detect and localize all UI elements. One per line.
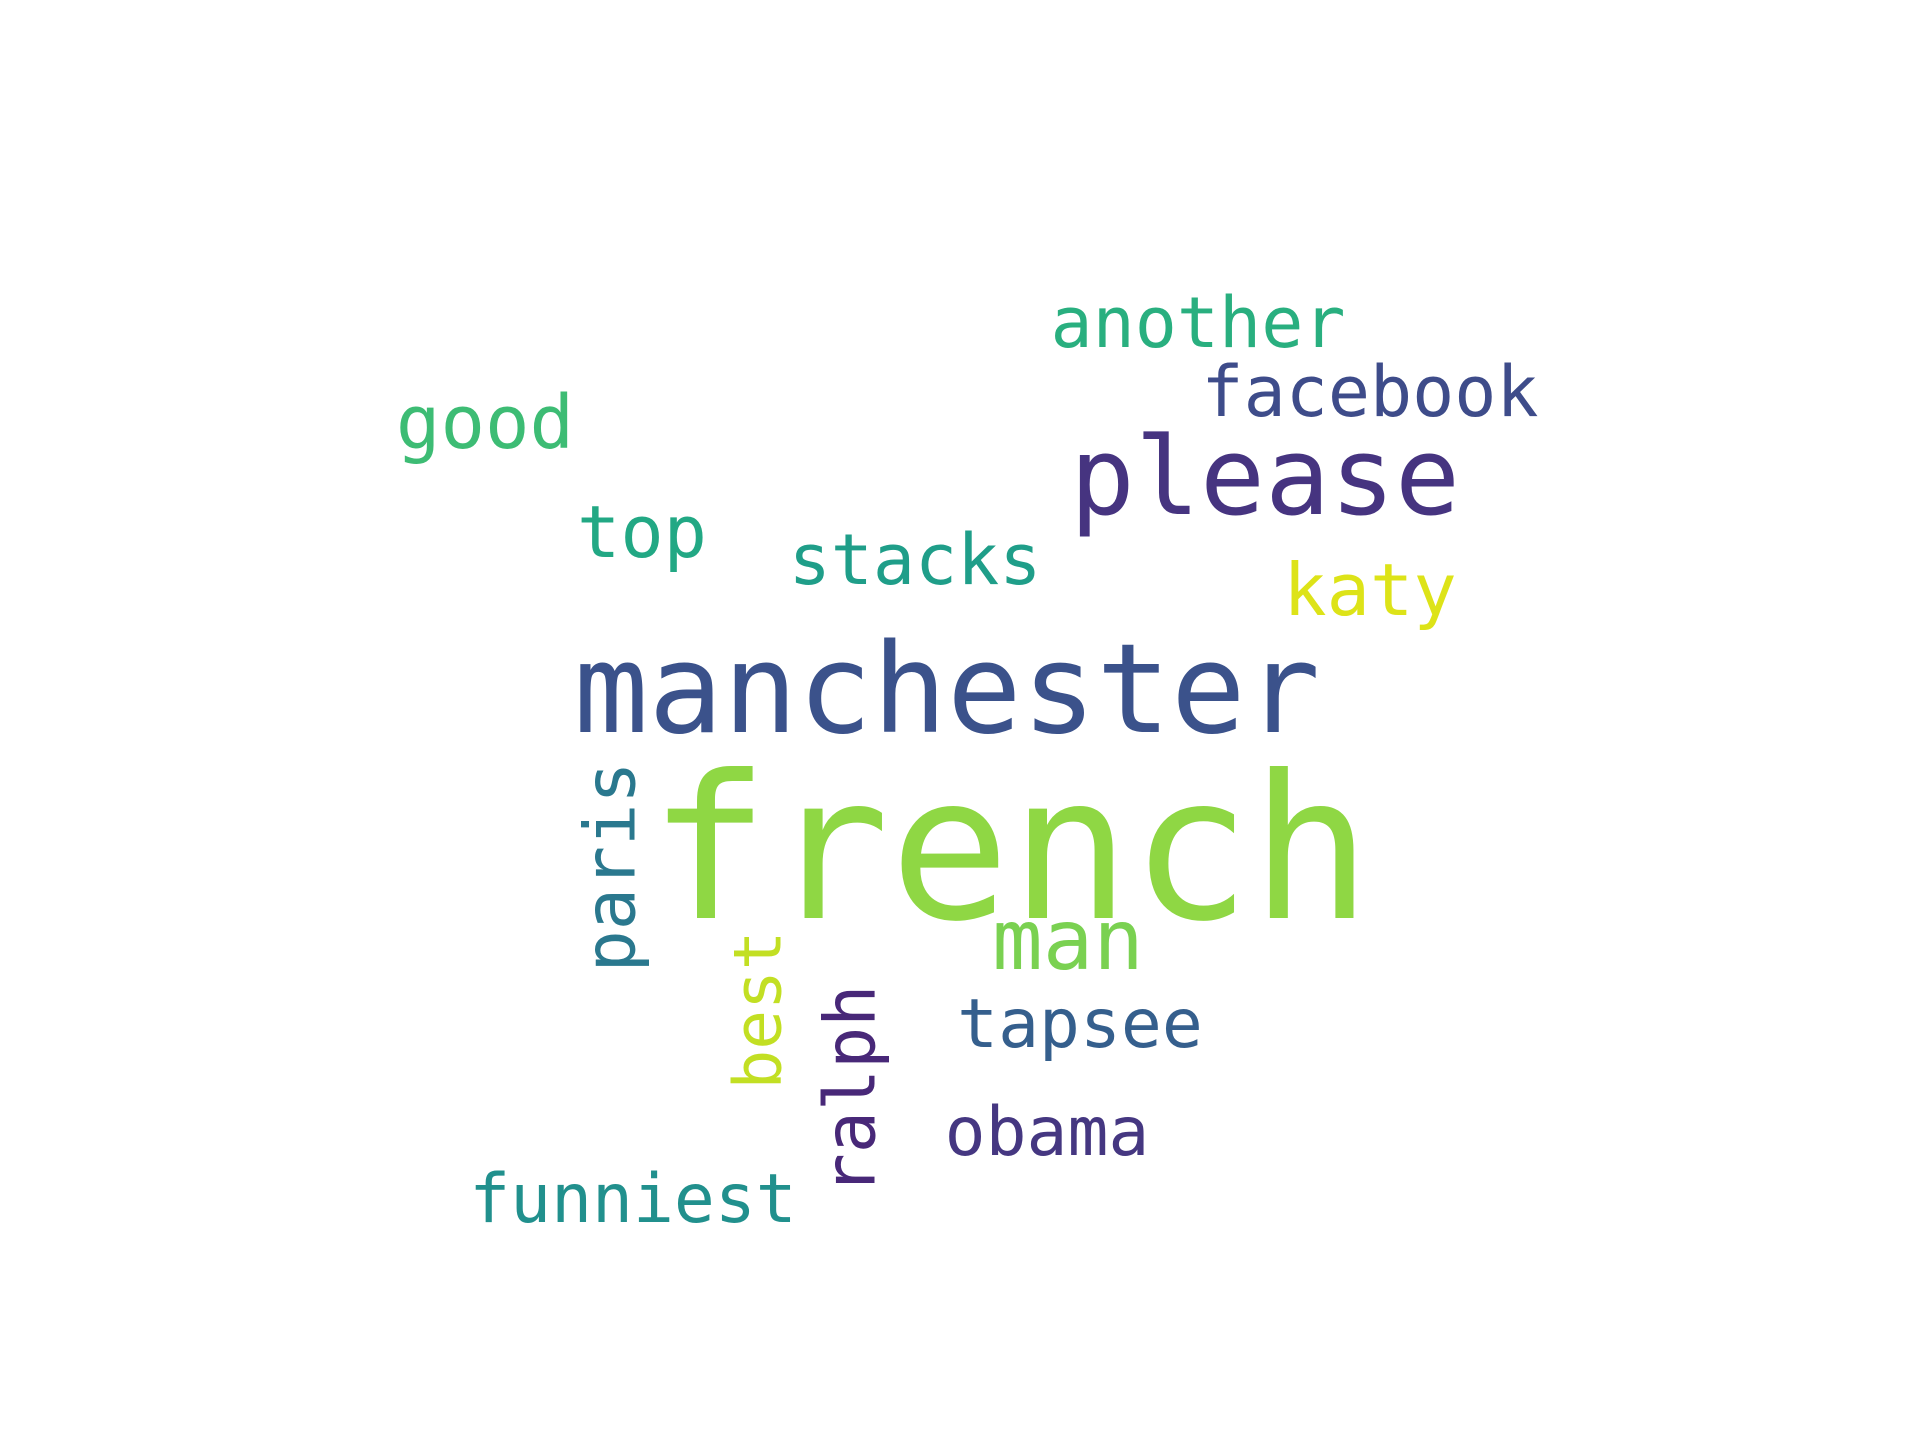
word-another: another — [1050, 282, 1346, 364]
word-good: good — [395, 380, 575, 466]
word-french: french — [648, 733, 1372, 966]
word-please: please — [1069, 415, 1461, 540]
word-obama: obama — [944, 1093, 1150, 1172]
word-paris: paris — [569, 761, 651, 973]
word-manchester: manchester — [573, 618, 1321, 762]
word-stacks: stacks — [788, 519, 1042, 601]
word-katy: katy — [1283, 548, 1457, 632]
word-ralph: ralph — [809, 984, 891, 1196]
word-facebook: facebook — [1201, 351, 1539, 433]
word-man: man — [992, 891, 1144, 989]
word-tapsee: tapsee — [957, 985, 1203, 1064]
word-top: top — [576, 490, 708, 574]
word-best: best — [718, 930, 796, 1090]
word-funniest: funniest — [469, 1160, 797, 1239]
